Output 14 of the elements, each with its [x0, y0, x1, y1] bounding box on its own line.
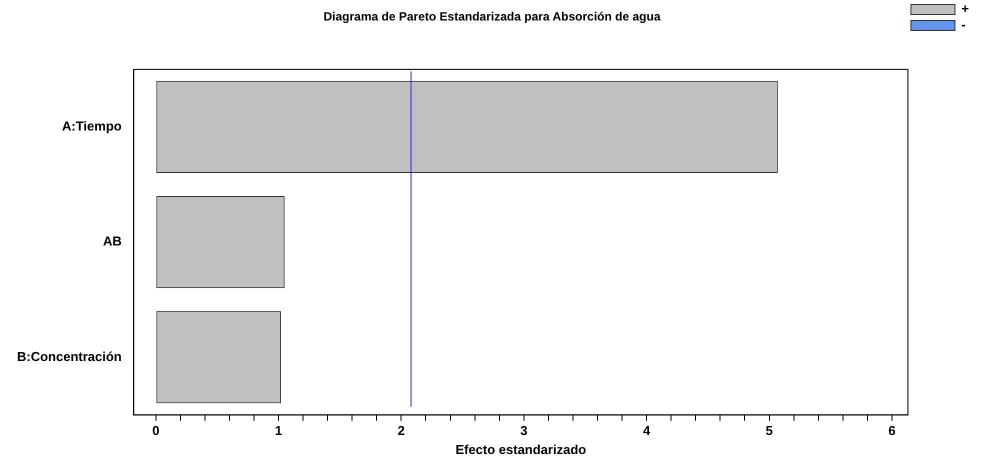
x-tick-label: 0 — [152, 423, 160, 438]
y-tick-label: A:Tiempo — [62, 118, 122, 134]
x-tick-label: 4 — [642, 423, 651, 438]
x-tick-label: 1 — [274, 423, 282, 438]
x-tick-label: 3 — [520, 423, 528, 438]
y-tick-label: B:Concentración — [16, 348, 122, 364]
x-axis-title: Efecto estandarizado — [455, 442, 586, 457]
chart-title: Diagrama de Pareto Estandarizada para Absorción de agua — [324, 10, 661, 24]
x-tick-label: 6 — [888, 423, 896, 438]
x-tick-label: 2 — [398, 423, 405, 438]
legend-label: - — [961, 17, 966, 32]
x-tick-label: 5 — [766, 423, 773, 438]
y-tick-label: AB — [102, 234, 122, 249]
legend-label: + — [961, 1, 970, 16]
